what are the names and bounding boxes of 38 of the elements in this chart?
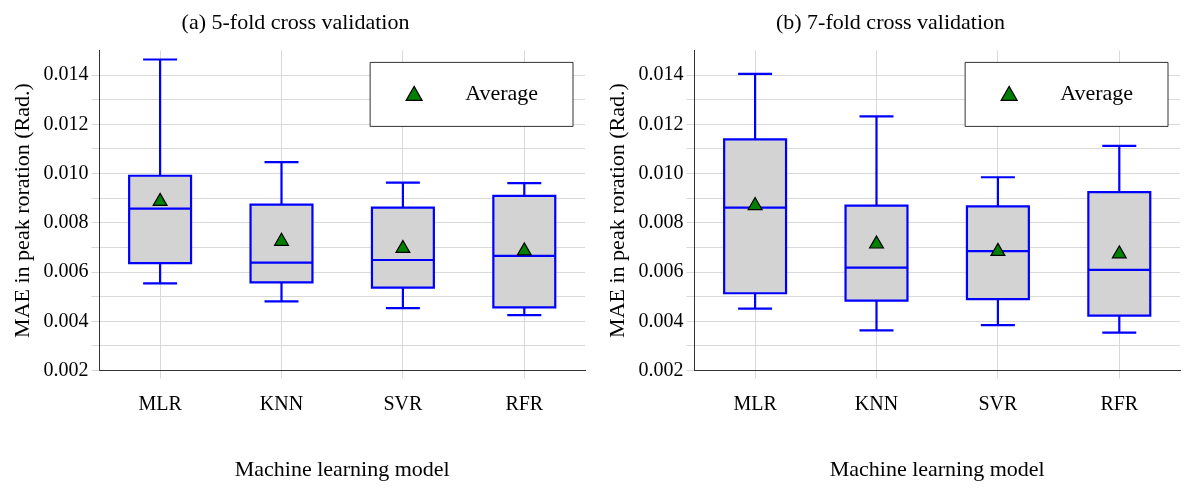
x-tick-label: SVR xyxy=(383,391,424,414)
point xyxy=(395,239,411,254)
point xyxy=(990,242,1006,256)
y-tick-label: 0.002 xyxy=(638,357,684,380)
point xyxy=(273,232,290,246)
point xyxy=(868,235,885,249)
x-tick-label: RFR xyxy=(505,391,544,414)
chart-title: (a) 5-fold cross validation xyxy=(181,8,410,34)
y-axis-title: MAE in peak roration (Rad.) xyxy=(8,83,34,338)
y-tick-label: 0.014 xyxy=(638,62,684,85)
x-tick-label: SVR xyxy=(978,391,1019,414)
y-tick-label: 0.012 xyxy=(638,111,684,134)
x-axis-title: Machine learning model xyxy=(829,455,1045,481)
x-tick-label: KNN xyxy=(854,391,899,414)
x-tick-label: MLR xyxy=(138,391,183,414)
y-tick-label: 0.010 xyxy=(638,160,684,183)
point xyxy=(747,196,763,211)
y-axis-title: MAE in peak roration (Rad.) xyxy=(603,83,629,338)
legend-label: Average xyxy=(465,80,538,106)
x-tick-label: MLR xyxy=(733,391,778,414)
chart-title: (b) 7-fold cross validation xyxy=(775,8,1006,34)
point xyxy=(152,192,168,206)
y-tick-label: 0.010 xyxy=(43,160,89,183)
x-tick-label: KNN xyxy=(259,391,304,414)
y-tick-label: 0.002 xyxy=(43,357,89,380)
x-axis-title: Machine learning model xyxy=(234,455,450,481)
x-tick-label: RFR xyxy=(1100,391,1139,414)
y-tick-label: 0.006 xyxy=(43,259,89,282)
y-tick-label: 0.004 xyxy=(43,308,89,331)
y-tick-label: 0.012 xyxy=(43,111,89,134)
legend-label: Average xyxy=(1060,80,1133,106)
y-tick-label: 0.008 xyxy=(638,210,684,233)
y-tick-label: 0.014 xyxy=(43,62,89,85)
y-tick-label: 0.006 xyxy=(638,259,684,282)
y-tick-label: 0.004 xyxy=(638,308,684,331)
y-tick-label: 0.008 xyxy=(43,210,89,233)
point xyxy=(516,242,532,256)
point xyxy=(1111,245,1127,259)
